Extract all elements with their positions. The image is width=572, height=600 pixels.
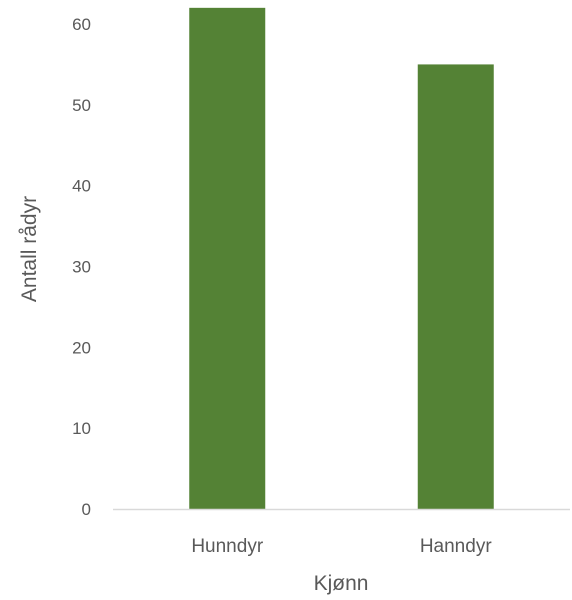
y-tick-labels: 0 10 20 30 40 50 60 [72,15,91,519]
bar-hunndyr [189,7,266,509]
bar-hanndyr [417,64,494,510]
y-tick-label: 10 [72,419,91,438]
y-tick-label: 30 [72,258,91,277]
y-tick-label: 40 [72,177,91,196]
y-tick-label: 60 [72,15,91,34]
y-tick-label: 50 [72,96,91,115]
bars-group [189,7,494,510]
x-axis-title: Kjønn [314,572,369,595]
x-category-label: Hunndyr [191,536,263,557]
y-tick-label: 0 [82,500,91,519]
y-tick-label: 20 [72,338,91,357]
y-axis-title: Antall rådyr [18,196,41,302]
x-category-label: Hanndyr [420,536,492,557]
x-category-labels: Hunndyr Hanndyr [191,536,492,557]
